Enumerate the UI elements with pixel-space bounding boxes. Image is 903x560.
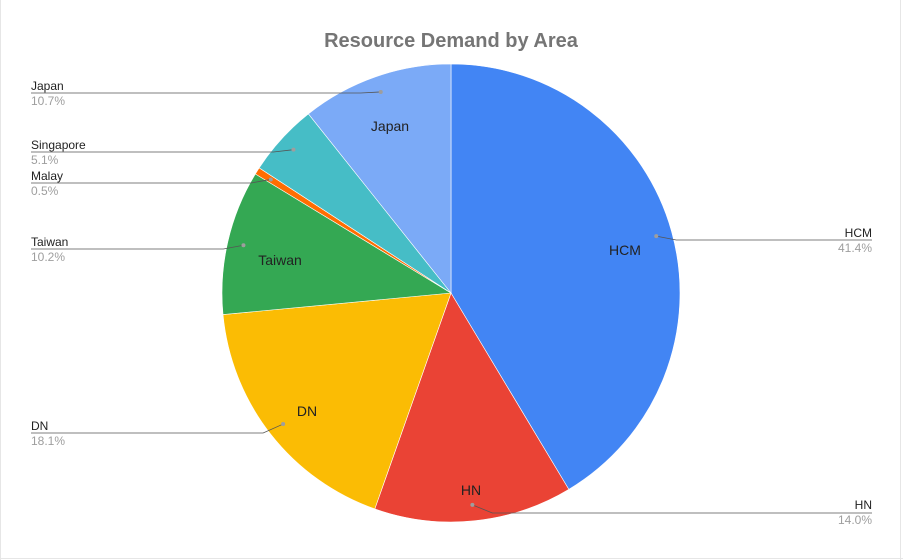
outer-name-malay: Malay [31,169,63,183]
outer-percent-hcm: 41.4% [838,241,872,255]
leader-dot-dn [281,422,286,427]
leader-line-japan [31,91,381,94]
outer-name-dn: DN [31,419,48,433]
slice-japan[interactable] [307,63,452,294]
leader-line-malay [31,179,271,184]
outer-labels: HCM41.4%HN14.0%DN18.1%Taiwan10.2%Malay0.… [31,79,872,527]
slice-taiwan[interactable] [221,173,452,315]
slice-dn[interactable] [222,292,452,510]
outer-name-hn: HN [855,498,872,512]
inner-label-dn: DN [297,403,317,419]
outer-percent-taiwan: 10.2% [31,250,65,264]
slice-inner-labels: HCM HN DN Taiwan Japan [258,118,641,498]
outer-percent-japan: 10.7% [31,94,65,108]
inner-label-hcm: HCM [609,242,641,258]
slice-hcm[interactable] [450,63,681,490]
outer-percent-malay: 0.5% [31,184,59,198]
inner-label-japan: Japan [371,118,409,134]
outer-percent-hn: 14.0% [838,513,872,527]
leader-dot-taiwan [241,243,246,248]
outer-name-singapore: Singapore [31,138,86,152]
inner-label-hn: HN [461,482,481,498]
leader-dot-japan [378,89,383,94]
slice-hn[interactable] [374,292,570,523]
leader-dot-hn [470,502,475,507]
inner-label-taiwan: Taiwan [258,252,302,268]
leader-dot-hcm [654,234,659,239]
leader-line-dn [31,423,284,434]
leader-line-hcm [656,235,872,241]
outer-name-taiwan: Taiwan [31,235,68,249]
outer-name-japan: Japan [31,79,64,93]
leader-line-singapore [31,149,294,153]
chart-title: Resource Demand by Area [324,30,579,52]
leader-dot-malay [268,177,273,182]
leader-lines [31,89,872,514]
leader-line-hn [472,504,872,514]
outer-name-hcm: HCM [845,226,872,240]
outer-percent-dn: 18.1% [31,434,65,448]
outer-percent-singapore: 5.1% [31,153,59,167]
leader-line-taiwan [31,244,244,250]
pie-slices [221,63,681,523]
leader-dot-singapore [291,147,296,152]
